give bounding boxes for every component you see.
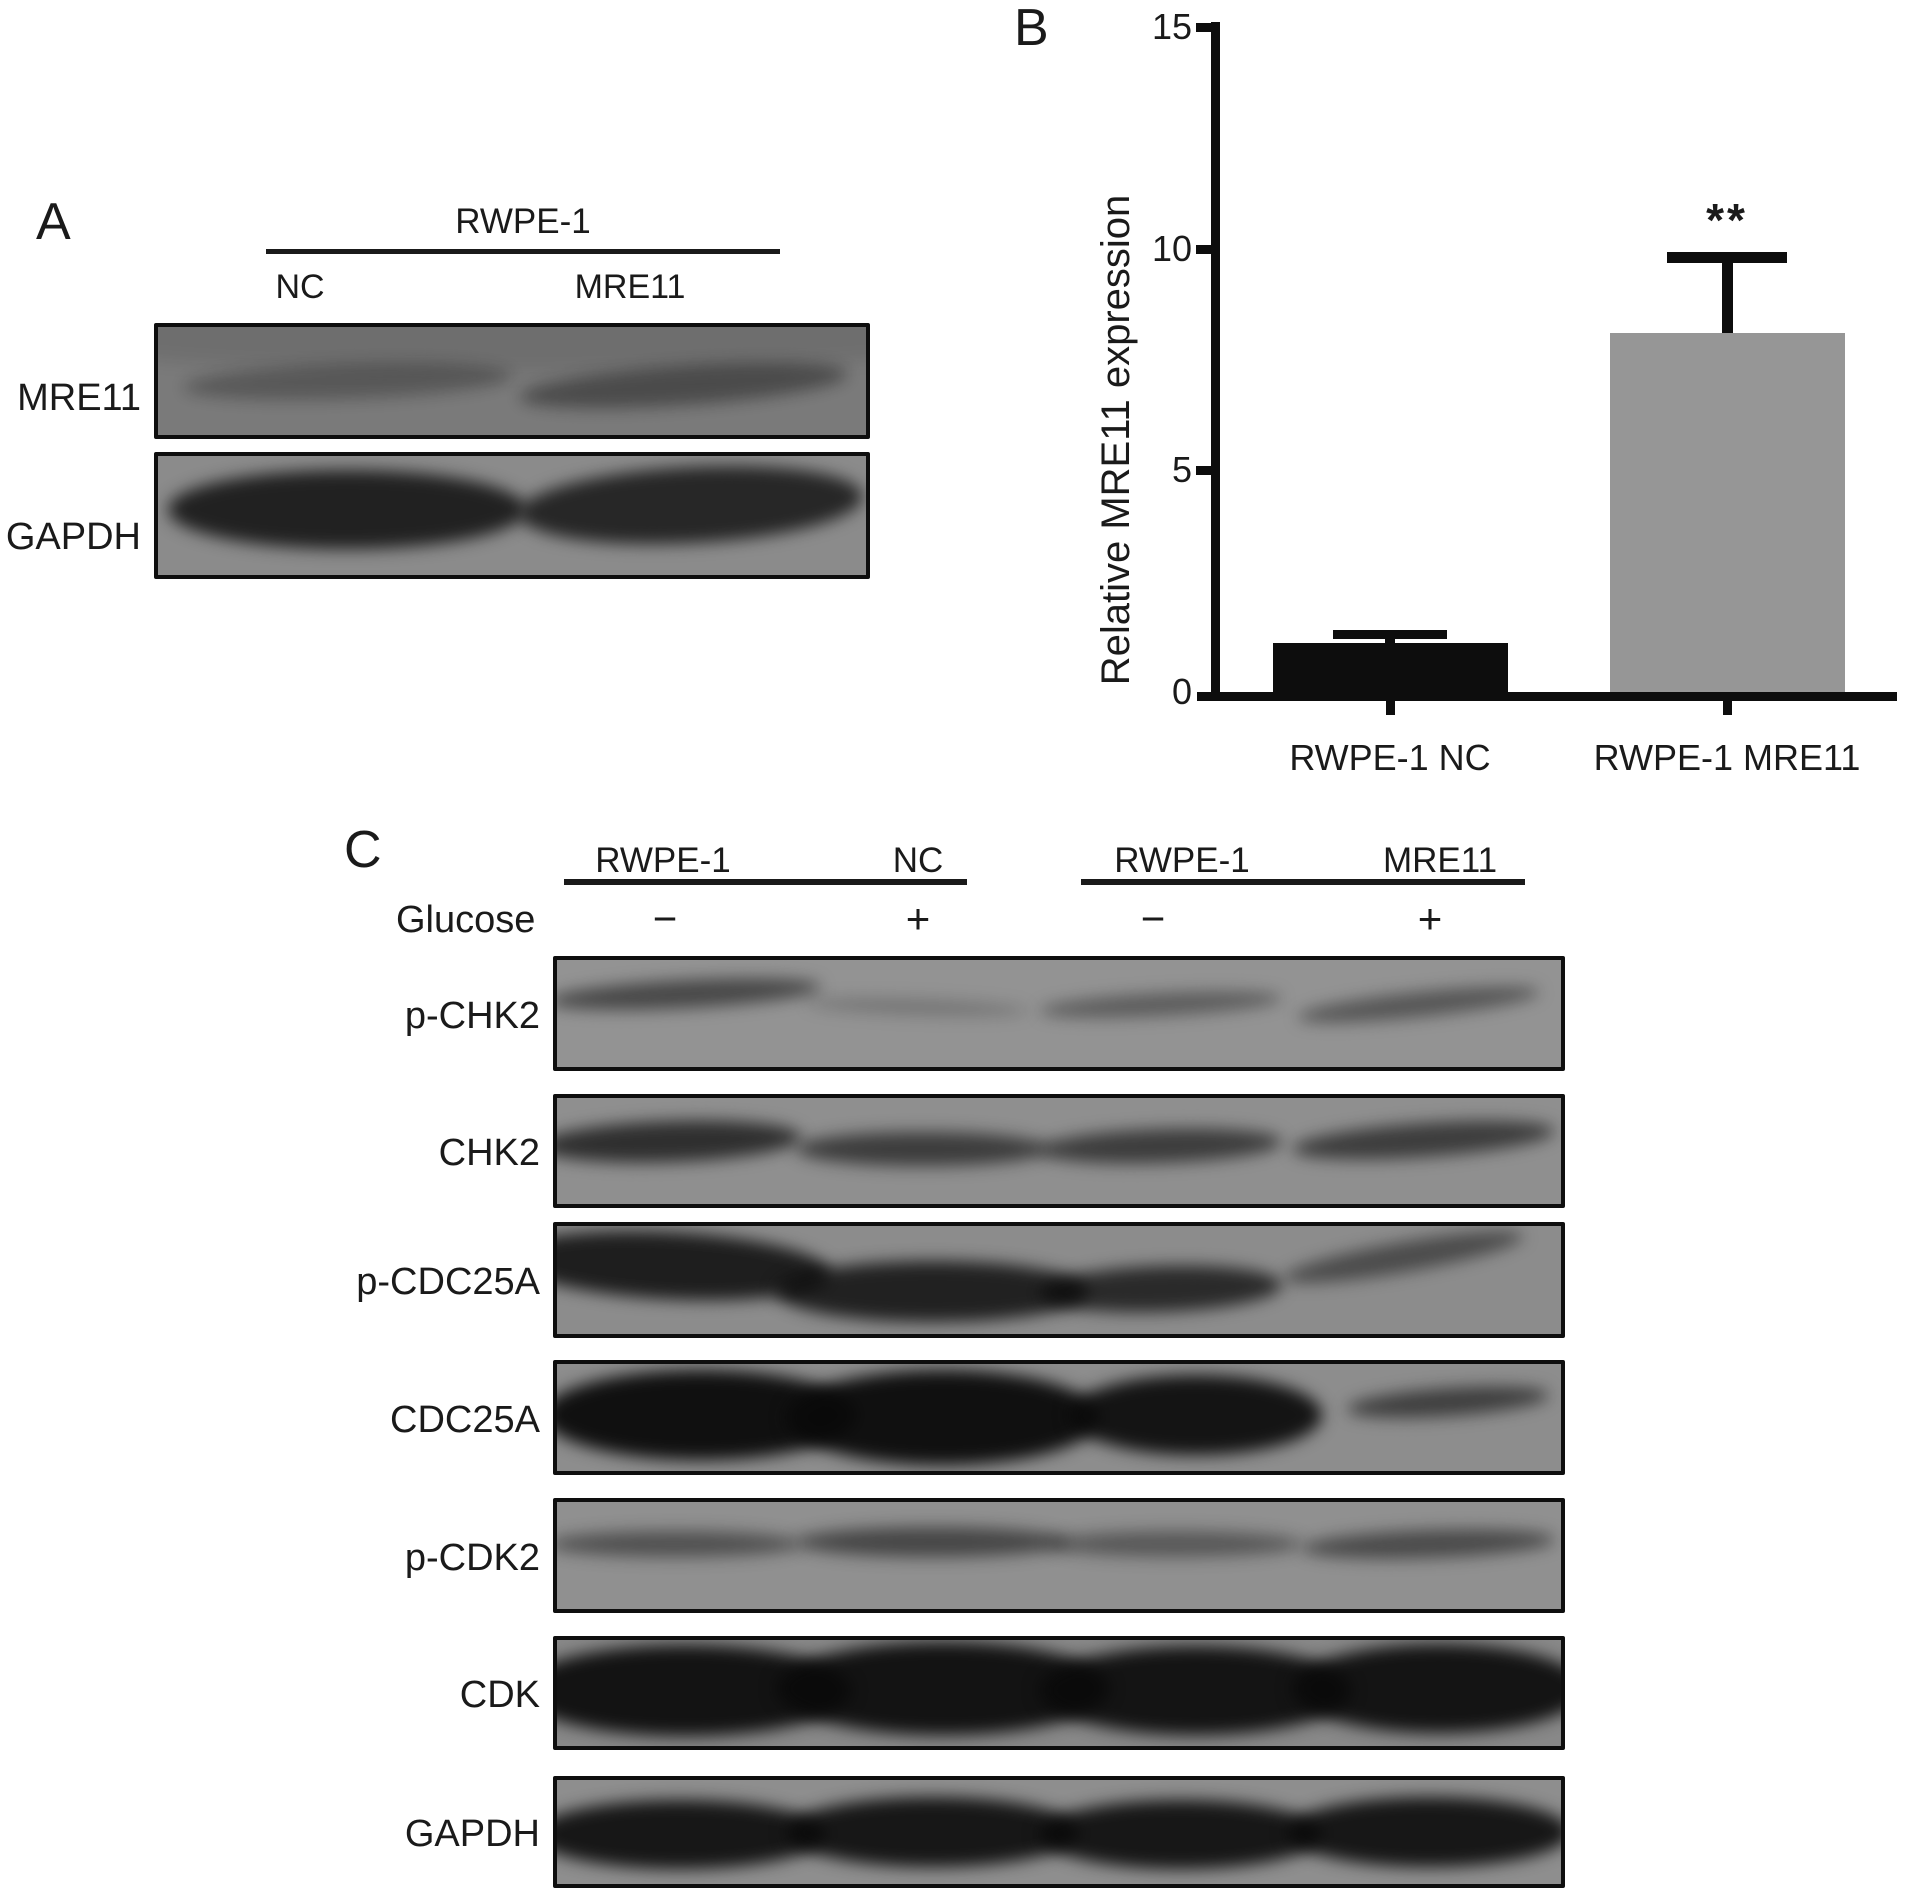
panel-a-lane-label-nc: NC [275, 268, 325, 306]
panel-c-p-cdk2-band-2 [795, 1526, 1070, 1557]
panel-c-group2-underline [1081, 879, 1525, 885]
panel-c-row-label-chk2: CHK2 [438, 1132, 540, 1174]
panel-c-chk2-band-1 [557, 1116, 802, 1167]
panel-c-p-chk2-band-1 [557, 973, 822, 1015]
chart-bar-2 [1609, 332, 1845, 692]
chart-y-tick-10 [1196, 244, 1211, 254]
chart-y-tick-label-5: 5 [1171, 449, 1192, 491]
chart-error-bar-cap-1 [1333, 629, 1447, 639]
panel-a-row-label-mre11: MRE11 [17, 377, 141, 419]
panel-a-header-underline [266, 249, 780, 254]
panel-c-chk2-band-4 [1290, 1113, 1556, 1166]
panel-c-row-label-p-cdk2: p-CDK2 [404, 1536, 540, 1579]
panel-a-label: A [36, 193, 71, 251]
panel-c-row-label-p-cdc25a: p-CDC25A [356, 1261, 540, 1303]
panel-c-p-cdc25a-blot [553, 1222, 1565, 1338]
chart-y-axis-title: Relative MRE11 expression [1094, 194, 1138, 686]
panel-c-p-chk2-blot [553, 956, 1565, 1071]
panel-a-cellline-header: RWPE-1 [455, 202, 591, 241]
panel-c-chk2-band-3 [1038, 1125, 1283, 1168]
chart-y-tick-label-15: 15 [1151, 6, 1192, 48]
panel-c-p-chk2-band-4 [1296, 979, 1541, 1030]
panel-c-glucose-sign-4: + [1417, 895, 1443, 942]
panel-a-lane-label-mre11: MRE11 [574, 268, 686, 306]
panel-c-group2-condition: MRE11 [1382, 841, 1498, 880]
chart-error-bar-stem-2 [1721, 252, 1733, 337]
chart-y-tick-15 [1196, 23, 1211, 33]
panel-a-gapdh-blot [154, 452, 870, 579]
panel-a-gapdh-band-1 [168, 469, 527, 549]
panel-c-p-chk2-band-2 [805, 994, 1029, 1019]
panel-c-gapdh-band-3 [1038, 1799, 1323, 1869]
panel-c-chk2-band-2 [795, 1131, 1049, 1166]
panel-c-group1-underline [564, 879, 967, 885]
chart-bar-1 [1272, 643, 1508, 692]
panel-c-glucose-sign-3: − [1140, 895, 1166, 942]
panel-a-row-label-gapdh: GAPDH [5, 516, 141, 558]
panel-c-group1-cellline: RWPE-1 [595, 841, 731, 880]
panel-c-p-cdk2-blot [553, 1498, 1565, 1613]
panel-c-p-cdk2-band-3 [1048, 1531, 1302, 1557]
chart-x-tick-1 [1386, 701, 1395, 715]
chart-y-tick-label-0: 0 [1171, 671, 1192, 712]
chart-significance-stars: ** [1706, 194, 1748, 246]
panel-c-glucose-sign-1: − [652, 895, 678, 942]
panel-b-label: B [1014, 0, 1049, 57]
panel-c-gapdh-blot [553, 1776, 1565, 1888]
panel-c-cdc25a-band-2 [785, 1370, 1100, 1465]
panel-c-p-cdc25a-band-4 [1280, 1226, 1526, 1293]
panel-c-glucose-sign-2: + [905, 895, 931, 942]
chart-x-tick-2 [1723, 701, 1732, 715]
panel-c-p-cdk2-band-1 [557, 1531, 801, 1557]
panel-c-gapdh-band-2 [785, 1797, 1080, 1867]
chart-x-axis-line [1197, 692, 1897, 701]
chart-y-tick-label-10: 10 [1151, 227, 1192, 269]
panel-a-mre11-band-1 [158, 327, 866, 372]
panel-c-gapdh-band-4 [1286, 1797, 1561, 1867]
panel-c-label: C [344, 821, 382, 879]
panel-c-cdk-blot [553, 1636, 1565, 1750]
panel-a-mre11-blot [154, 323, 870, 439]
panel-c-row-label-cdc25a: CDC25A [390, 1398, 540, 1441]
panel-c-p-cdc25a-band-2 [775, 1261, 1090, 1322]
panel-c-row-label-p-chk2: p-CHK2 [404, 994, 540, 1037]
panel-c-gapdh-band-1 [557, 1799, 827, 1869]
panel-c-chk2-blot [553, 1094, 1565, 1208]
panel-c-cdc25a-band-4 [1346, 1380, 1551, 1423]
panel-c-cdc25a-blot [553, 1360, 1565, 1475]
chart-y-axis-line [1211, 22, 1220, 701]
panel-c-p-cdc25a-band-3 [1038, 1261, 1283, 1317]
panel-c-row-label-cdk: CDK [459, 1674, 540, 1716]
panel-c-p-chk2-band-3 [1038, 986, 1283, 1023]
panel-c-row-label-gapdh: GAPDH [404, 1813, 540, 1855]
panel-c-cdk-band-4 [1291, 1643, 1561, 1733]
panel-c-group2-cellline: RWPE-1 [1114, 841, 1250, 880]
panel-c-cdc25a-band-3 [1069, 1374, 1323, 1456]
panel-c-glucose-label: Glucose [396, 899, 536, 941]
panel-c-group1-condition: NC [892, 841, 944, 880]
chart-x-category-label-2: RWPE-1 MRE11 [1593, 737, 1861, 778]
panel-a-gapdh-band-2 [517, 458, 865, 553]
chart-x-category-label-1: RWPE-1 NC [1289, 737, 1491, 778]
chart-error-bar-cap-2 [1667, 252, 1787, 264]
panel-c-p-cdk2-band-4 [1301, 1525, 1556, 1563]
chart-y-tick-5 [1196, 466, 1211, 476]
